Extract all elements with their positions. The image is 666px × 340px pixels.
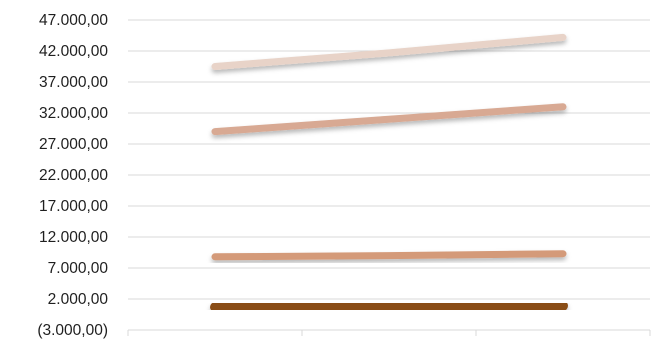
y-tick-labels: (3.000,00) 2.000,00 7.000,00 12.000,00 17.00…: [37, 12, 108, 339]
y-tick-label-4: 17.000,00: [39, 198, 108, 215]
y-tick-label-2: 7.000,00: [48, 260, 109, 277]
y-tick-label-10: 47.000,00: [39, 12, 108, 29]
y-tick-label-1: 2.000,00: [48, 291, 109, 308]
series-lines: [210, 33, 568, 313]
y-tick-label-8: 37.000,00: [39, 74, 108, 91]
series-line-3: [211, 250, 567, 261]
series-line-4: [210, 300, 568, 313]
y-tick-label-5: 22.000,00: [39, 167, 108, 184]
x-axis: [127, 329, 651, 336]
y-tick-label-7: 32.000,00: [39, 105, 108, 122]
series-line-2: [211, 103, 567, 136]
y-tick-label-6: 27.000,00: [39, 136, 108, 153]
y-tick-label-9: 42.000,00: [39, 43, 108, 60]
y-tick-label-3: 12.000,00: [39, 229, 108, 246]
y-tick-label-0: (3.000,00): [37, 322, 108, 339]
series-line-1: [211, 33, 567, 70]
